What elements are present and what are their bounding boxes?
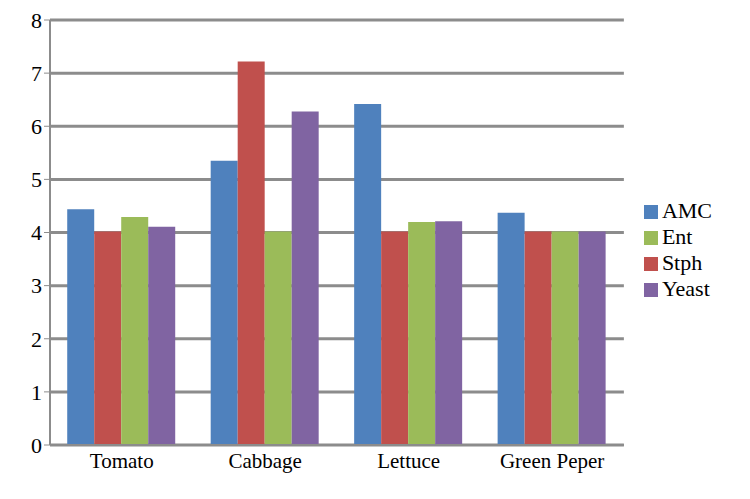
html-text:Stph: Stph [661,249,703,275]
html-text:Ent: Ent [661,223,693,249]
svg-text:5: 5 [31,167,42,192]
svg-text:7: 7 [31,61,42,86]
svg-text:Lettuce: Lettuce [377,449,440,473]
svg-text:8: 8 [31,8,42,33]
html-text:Yeast: Yeast [661,275,710,301]
svg-text:0: 0 [31,433,42,458]
svg-text:4: 4 [31,220,42,245]
svg-text:2: 2 [31,327,42,352]
svg-text:1: 1 [31,380,42,405]
svg-text:Tomato: Tomato [90,449,154,473]
svg-text:Green Peper: Green Peper [500,449,604,473]
svg-text:Cabbage: Cabbage [228,449,301,473]
svg-text:6: 6 [31,114,42,139]
html-text:AMC: AMC [661,197,712,223]
svg-text:3: 3 [31,273,42,298]
